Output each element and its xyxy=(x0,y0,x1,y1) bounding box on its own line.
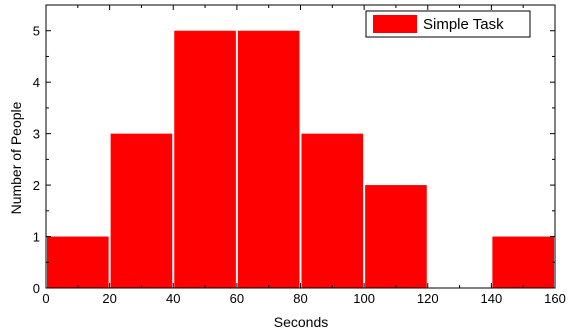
y-tick-label: 3 xyxy=(33,127,40,142)
bar-60-80 xyxy=(237,30,300,289)
bar-100-120 xyxy=(365,185,427,288)
bar-80-100 xyxy=(301,133,364,288)
legend-swatch xyxy=(373,15,417,33)
x-tick-label: 60 xyxy=(230,291,244,306)
x-tick-label: 80 xyxy=(293,291,307,306)
y-tick-label: 0 xyxy=(33,281,40,296)
y-tick-label: 1 xyxy=(33,230,40,245)
y-axis-title: Number of People xyxy=(8,101,24,214)
x-tick-label: 160 xyxy=(544,291,566,306)
bar-140-160 xyxy=(492,236,554,288)
x-tick-label: 140 xyxy=(481,291,503,306)
legend-label: Simple Task xyxy=(423,16,504,33)
x-tick-label: 40 xyxy=(166,291,180,306)
x-tick-label: 20 xyxy=(102,291,116,306)
bar-20-40 xyxy=(110,133,173,288)
bars-layer xyxy=(47,30,554,289)
x-tick-label: 100 xyxy=(353,291,375,306)
legend: Simple Task xyxy=(365,10,531,38)
ticks-layer: 0 20 40 60 80 100 120 140 160 0 1 2 3 4 5 xyxy=(33,4,566,306)
y-tick-label: 2 xyxy=(33,178,40,193)
bar-40-60 xyxy=(174,30,236,289)
x-tick-label: 120 xyxy=(417,291,439,306)
y-tick-label: 5 xyxy=(33,24,40,39)
x-tick-label: 0 xyxy=(42,291,49,306)
y-tick-label: 4 xyxy=(33,75,40,90)
bar-0-20 xyxy=(47,236,109,288)
x-axis-title: Seconds xyxy=(274,314,328,330)
